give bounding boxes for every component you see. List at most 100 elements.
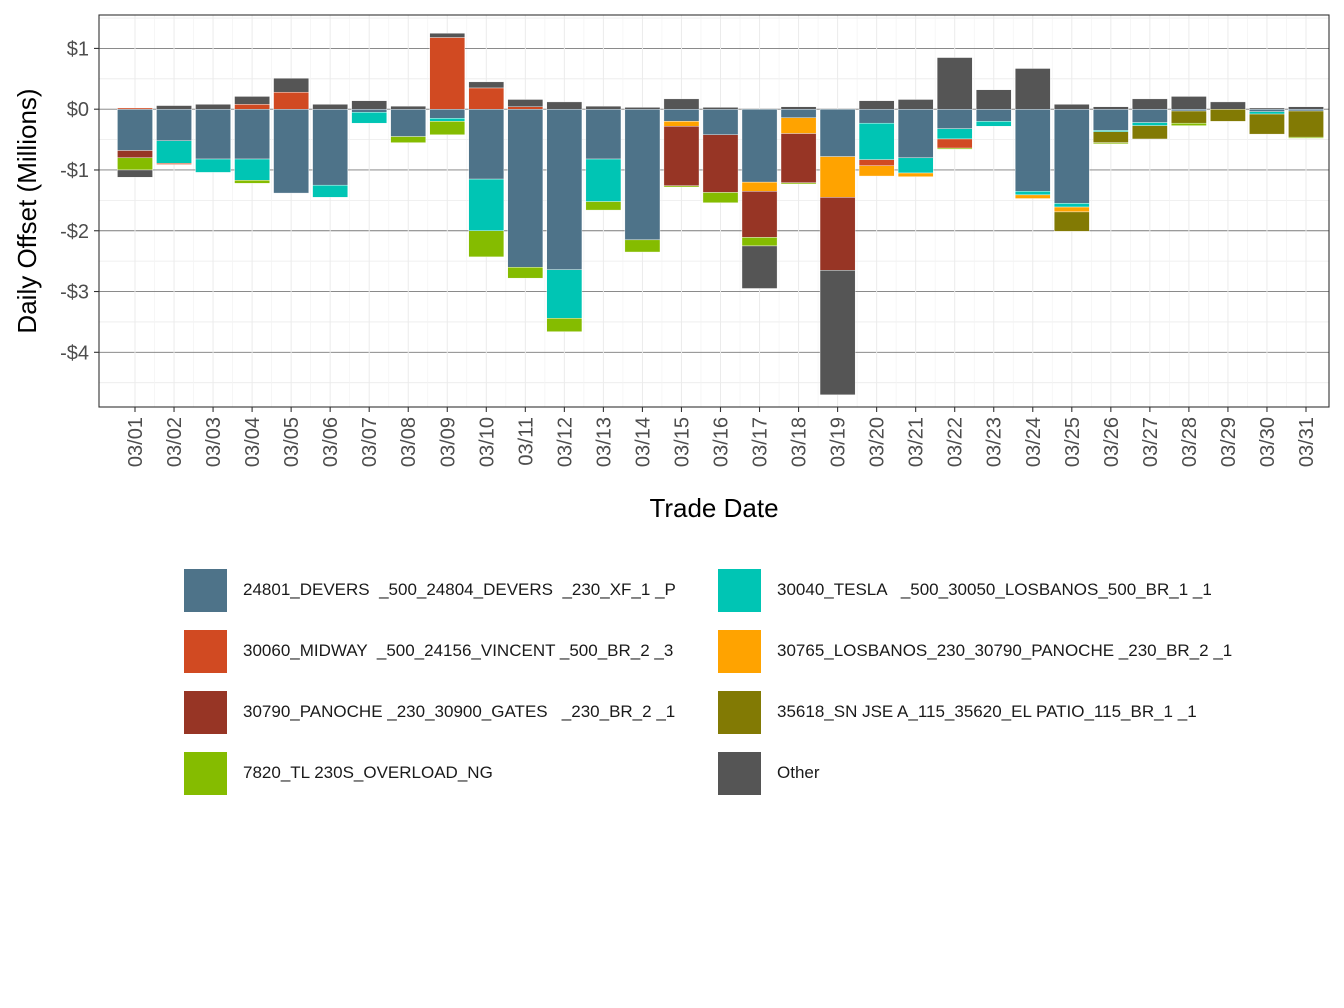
legend-swatch bbox=[718, 690, 761, 734]
x-tick-label: 03/21 bbox=[906, 417, 928, 467]
bar-segment bbox=[195, 109, 231, 160]
bar-segment bbox=[780, 182, 817, 185]
legend-item: 35618_SN JSE A_115_35620_EL PATIO_115_BR… bbox=[718, 690, 1197, 734]
bar-segment bbox=[1171, 122, 1207, 126]
bar-segment bbox=[702, 109, 739, 135]
bar-segment bbox=[1288, 110, 1324, 138]
bar-segment bbox=[429, 33, 466, 38]
x-tick-label: 03/26 bbox=[1101, 417, 1123, 467]
bar-segment bbox=[819, 270, 856, 396]
bar-segment bbox=[780, 106, 817, 110]
x-tick-label: 03/13 bbox=[593, 417, 615, 467]
bar-segment bbox=[429, 109, 466, 119]
bar-segment bbox=[351, 100, 387, 110]
bar-segment bbox=[624, 107, 661, 110]
legend-label: 7820_TL 230S_OVERLOAD_NG bbox=[243, 763, 493, 782]
y-tick-label: $1 bbox=[67, 38, 89, 60]
bar-segment bbox=[156, 109, 192, 142]
bar-segment bbox=[234, 96, 270, 105]
bar-segment bbox=[312, 104, 348, 110]
legend-item: 30060_MIDWAY _500_24156_VINCENT _500_BR_… bbox=[184, 629, 673, 673]
bar-segment bbox=[546, 269, 583, 319]
bar-segment bbox=[585, 105, 622, 110]
bar-segment bbox=[1288, 106, 1324, 110]
legend-swatch bbox=[184, 629, 227, 673]
x-tick-label: 03/02 bbox=[164, 417, 186, 467]
y-tick-label: -$2 bbox=[60, 221, 89, 243]
x-tick-label: 03/11 bbox=[515, 417, 537, 466]
legend-item: 24801_DEVERS _500_24804_DEVERS _230_XF_1… bbox=[184, 568, 676, 612]
x-tick-label: 03/01 bbox=[125, 417, 147, 467]
bar-segment bbox=[273, 78, 309, 93]
bar-segment bbox=[741, 237, 778, 247]
bar-segment bbox=[1288, 109, 1324, 112]
legend-swatch bbox=[718, 629, 761, 673]
bar-segment bbox=[546, 101, 583, 110]
x-tick-label: 03/09 bbox=[437, 417, 459, 467]
panel-background bbox=[99, 15, 1329, 407]
bar-segment bbox=[1210, 101, 1246, 110]
bar-segment bbox=[117, 150, 153, 159]
bar-segment bbox=[546, 318, 583, 332]
bar-segment bbox=[507, 99, 544, 107]
legend-label: 30765_LOSBANOS_230_30790_PANOCHE _230_BR… bbox=[777, 641, 1233, 660]
bar-segment bbox=[819, 197, 856, 271]
bar-segment bbox=[819, 156, 856, 198]
x-axis-title: Trade Date bbox=[649, 493, 778, 523]
bar-segment bbox=[1171, 110, 1207, 124]
bar-segment bbox=[195, 158, 231, 173]
bar-segment bbox=[234, 158, 270, 181]
y-tick-label: $0 bbox=[67, 99, 89, 121]
bar-segment bbox=[858, 159, 895, 166]
x-axis: 03/01 03/02 03/03 03/04 03/05 03/06 03/07 03/08… bbox=[125, 407, 1318, 467]
bar-segment bbox=[1093, 106, 1129, 110]
bar-segment bbox=[1132, 109, 1168, 123]
bar-segment bbox=[429, 121, 466, 135]
x-tick-label: 03/27 bbox=[1140, 417, 1162, 467]
legend-item: 30765_LOSBANOS_230_30790_PANOCHE _230_BR… bbox=[718, 629, 1232, 673]
bar-segment bbox=[1093, 131, 1129, 143]
bar-segment bbox=[1054, 203, 1090, 208]
bar-segment bbox=[1171, 109, 1207, 112]
x-tick-label: 03/25 bbox=[1062, 417, 1084, 467]
bar-segment bbox=[1249, 111, 1285, 115]
bar-segment bbox=[468, 178, 505, 231]
bar-segment bbox=[351, 109, 387, 113]
x-tick-label: 03/28 bbox=[1179, 417, 1201, 467]
bar-segment bbox=[1288, 136, 1324, 139]
legend-label: 35618_SN JSE A_115_35620_EL PATIO_115_BR… bbox=[777, 702, 1197, 721]
x-tick-label: 03/10 bbox=[476, 417, 498, 467]
bar-segment bbox=[273, 109, 309, 194]
bar-segment bbox=[117, 169, 153, 178]
bar-segment bbox=[1015, 194, 1051, 199]
bar-segment bbox=[936, 57, 973, 110]
bar-segment bbox=[1054, 104, 1090, 110]
bar-segment bbox=[468, 87, 505, 110]
bar-segment bbox=[429, 118, 466, 122]
legend-swatch bbox=[184, 690, 227, 734]
bar-segment bbox=[663, 109, 700, 122]
bar-segment bbox=[897, 109, 934, 159]
bar-segment bbox=[936, 128, 973, 140]
bar-segment bbox=[741, 109, 778, 183]
bar-segment bbox=[780, 117, 817, 134]
bar-segment bbox=[897, 99, 934, 110]
bar-segment bbox=[234, 180, 270, 184]
x-tick-label: 03/24 bbox=[1023, 417, 1045, 467]
x-tick-label: 03/16 bbox=[711, 417, 733, 467]
bar-segment bbox=[468, 81, 505, 89]
bar-segment bbox=[507, 109, 544, 268]
bar-segment bbox=[780, 109, 817, 118]
legend-item: 30040_TESLA _500_30050_LOSBANOS_500_BR_1… bbox=[718, 568, 1212, 612]
x-tick-label: 03/14 bbox=[632, 417, 654, 467]
y-tick-label: -$3 bbox=[60, 282, 89, 304]
x-tick-label: 03/15 bbox=[671, 417, 693, 467]
bar-segment bbox=[975, 89, 1012, 110]
bar-segment bbox=[702, 192, 739, 203]
bar-segment bbox=[741, 191, 778, 238]
bar-segment bbox=[234, 109, 270, 160]
bar-segment bbox=[702, 107, 739, 110]
panel-border bbox=[98, 14, 1330, 408]
bar-segment bbox=[663, 126, 700, 186]
